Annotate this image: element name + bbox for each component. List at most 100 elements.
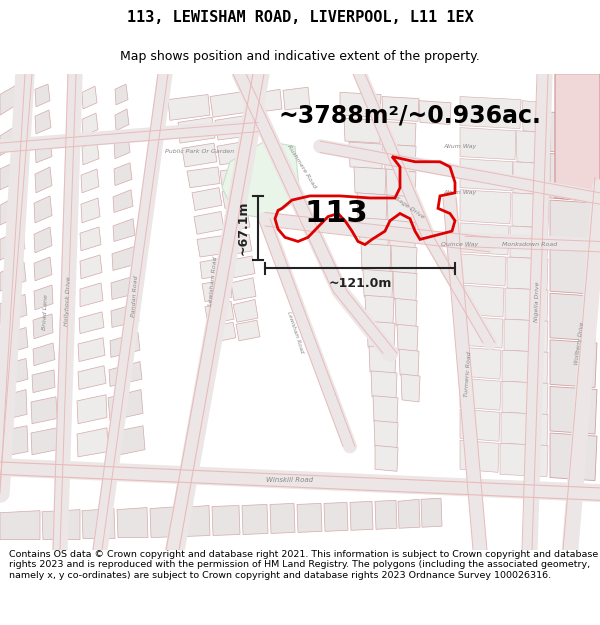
Polygon shape bbox=[398, 499, 420, 528]
Text: Pandan Road: Pandan Road bbox=[131, 276, 139, 318]
Polygon shape bbox=[387, 195, 416, 224]
Polygon shape bbox=[460, 254, 506, 286]
Text: ~67.1m: ~67.1m bbox=[236, 201, 250, 255]
Polygon shape bbox=[401, 374, 420, 402]
Text: 113: 113 bbox=[305, 199, 368, 228]
Polygon shape bbox=[220, 167, 248, 186]
Text: Winskill Road: Winskill Road bbox=[266, 477, 314, 482]
Polygon shape bbox=[113, 219, 135, 241]
Polygon shape bbox=[421, 498, 442, 528]
Polygon shape bbox=[350, 501, 373, 531]
Polygon shape bbox=[0, 328, 28, 356]
Polygon shape bbox=[0, 159, 24, 190]
Polygon shape bbox=[354, 167, 386, 195]
Polygon shape bbox=[0, 84, 20, 115]
Polygon shape bbox=[369, 346, 396, 374]
Polygon shape bbox=[373, 396, 398, 424]
Polygon shape bbox=[108, 389, 143, 421]
Polygon shape bbox=[80, 227, 101, 251]
Text: Lewisham Road: Lewisham Road bbox=[286, 311, 304, 354]
Polygon shape bbox=[77, 428, 108, 457]
Polygon shape bbox=[382, 121, 416, 146]
Polygon shape bbox=[386, 169, 416, 198]
Polygon shape bbox=[324, 503, 348, 531]
Polygon shape bbox=[228, 234, 252, 255]
Polygon shape bbox=[460, 159, 513, 191]
Polygon shape bbox=[112, 247, 136, 271]
Polygon shape bbox=[115, 84, 128, 105]
Polygon shape bbox=[182, 506, 210, 536]
Text: Turmeric Road: Turmeric Road bbox=[464, 351, 472, 397]
Polygon shape bbox=[82, 509, 115, 539]
Polygon shape bbox=[81, 198, 100, 223]
Polygon shape bbox=[0, 294, 27, 324]
Polygon shape bbox=[340, 92, 381, 118]
Polygon shape bbox=[399, 349, 419, 377]
Polygon shape bbox=[382, 96, 419, 121]
Polygon shape bbox=[297, 503, 322, 532]
Polygon shape bbox=[217, 141, 250, 165]
Polygon shape bbox=[361, 244, 391, 272]
Polygon shape bbox=[236, 320, 260, 341]
Polygon shape bbox=[550, 340, 597, 388]
Polygon shape bbox=[79, 312, 104, 334]
Polygon shape bbox=[111, 276, 138, 299]
Polygon shape bbox=[0, 192, 24, 225]
Polygon shape bbox=[460, 127, 516, 159]
Polygon shape bbox=[35, 138, 52, 162]
Polygon shape bbox=[32, 370, 55, 392]
Text: Public Park Or Garden: Public Park Or Garden bbox=[166, 149, 235, 154]
Polygon shape bbox=[389, 220, 416, 249]
Polygon shape bbox=[550, 112, 597, 154]
Polygon shape bbox=[397, 324, 418, 352]
Text: Wolfberry Drive: Wolfberry Drive bbox=[575, 321, 586, 365]
Polygon shape bbox=[0, 359, 28, 386]
Polygon shape bbox=[210, 91, 248, 118]
Polygon shape bbox=[270, 503, 295, 533]
Polygon shape bbox=[80, 283, 103, 307]
Polygon shape bbox=[35, 110, 51, 134]
Text: 113, LEWISHAM ROAD, LIVERPOOL, L11 1EX: 113, LEWISHAM ROAD, LIVERPOOL, L11 1EX bbox=[127, 10, 473, 25]
Polygon shape bbox=[34, 285, 53, 310]
Polygon shape bbox=[384, 144, 416, 172]
Text: Nigella Drive: Nigella Drive bbox=[534, 281, 540, 322]
Polygon shape bbox=[242, 504, 268, 534]
Polygon shape bbox=[222, 141, 300, 219]
Polygon shape bbox=[110, 332, 140, 357]
Polygon shape bbox=[510, 226, 548, 259]
Polygon shape bbox=[34, 257, 52, 281]
Polygon shape bbox=[31, 428, 58, 455]
Text: Quince Way: Quince Way bbox=[442, 242, 479, 247]
Polygon shape bbox=[82, 141, 99, 165]
Polygon shape bbox=[550, 293, 597, 341]
Polygon shape bbox=[194, 211, 224, 234]
Polygon shape bbox=[192, 188, 222, 211]
Polygon shape bbox=[207, 322, 236, 343]
Polygon shape bbox=[109, 362, 142, 386]
Polygon shape bbox=[80, 255, 102, 279]
Polygon shape bbox=[249, 89, 282, 113]
Polygon shape bbox=[78, 338, 105, 362]
Polygon shape bbox=[231, 256, 255, 278]
Text: Broad Lane: Broad Lane bbox=[41, 294, 49, 330]
Polygon shape bbox=[395, 298, 417, 328]
Polygon shape bbox=[460, 285, 504, 317]
Polygon shape bbox=[460, 96, 521, 129]
Polygon shape bbox=[197, 235, 228, 257]
Polygon shape bbox=[0, 511, 40, 539]
Polygon shape bbox=[460, 409, 500, 441]
Polygon shape bbox=[33, 343, 55, 366]
Text: Lewisham Road: Lewisham Road bbox=[208, 256, 218, 306]
Polygon shape bbox=[231, 278, 256, 301]
Text: Monksdown Road: Monksdown Road bbox=[502, 242, 557, 247]
Polygon shape bbox=[391, 246, 417, 276]
Polygon shape bbox=[367, 321, 395, 349]
Polygon shape bbox=[349, 142, 383, 169]
Polygon shape bbox=[550, 247, 597, 294]
Polygon shape bbox=[375, 500, 397, 529]
Polygon shape bbox=[460, 347, 501, 379]
Polygon shape bbox=[31, 397, 57, 424]
Polygon shape bbox=[42, 509, 80, 539]
Polygon shape bbox=[77, 395, 107, 424]
Polygon shape bbox=[178, 118, 215, 143]
